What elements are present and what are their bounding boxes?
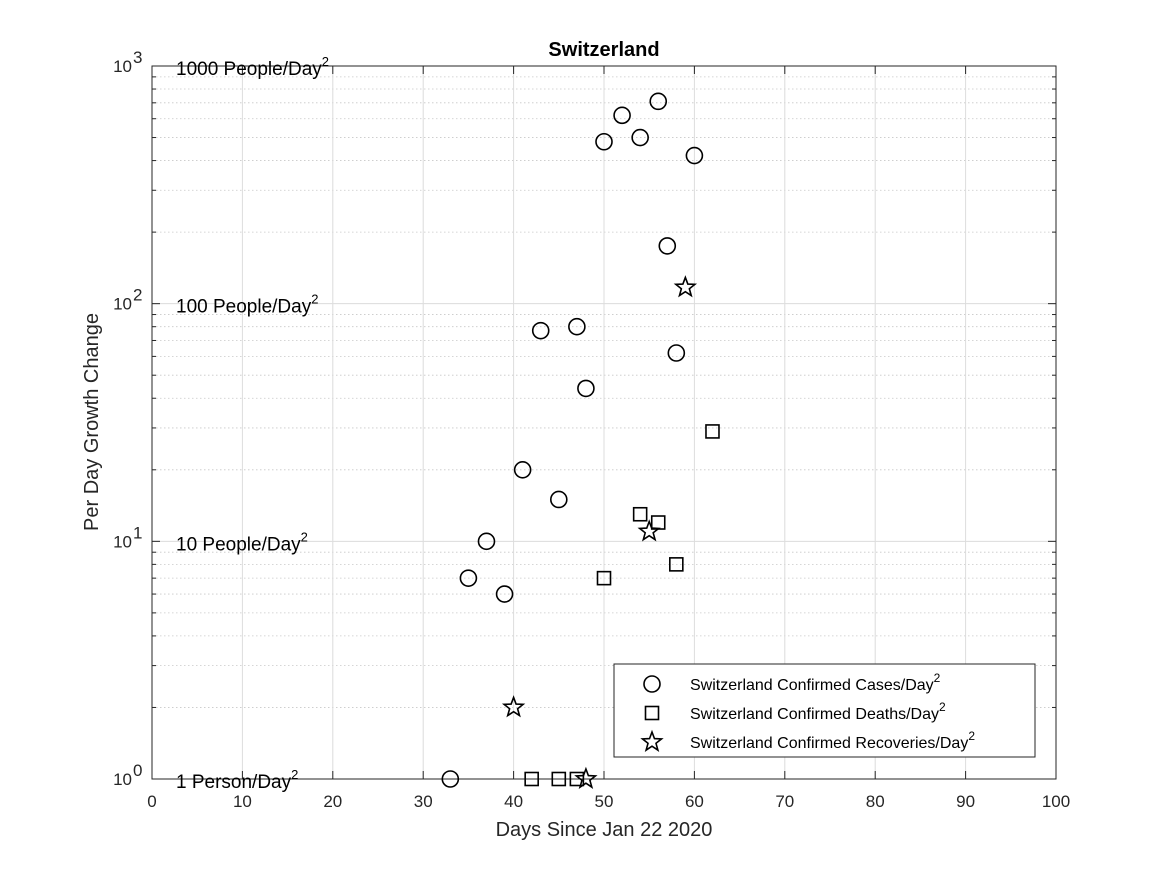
cases-point <box>577 379 595 398</box>
reference-annotation: 100 People/Day2 <box>176 292 318 318</box>
y-tick-label-exponent: 2 <box>133 286 142 305</box>
x-tick-label: 20 <box>323 792 342 811</box>
axis-ticks <box>151 65 1057 780</box>
cases-point <box>631 128 649 147</box>
cases-point <box>649 92 668 111</box>
legend-box <box>613 663 1036 758</box>
recoveries-point <box>673 275 698 298</box>
legend-square-icon <box>644 705 660 721</box>
x-tick-label: 90 <box>956 792 975 811</box>
cases-point <box>658 237 677 255</box>
x-tick-label: 10 <box>233 792 252 811</box>
legend-entry-label: Switzerland Confirmed Deaths/Day2 <box>690 700 946 723</box>
y-tick-label-exponent: 1 <box>133 523 142 542</box>
cases-point <box>595 132 613 151</box>
deaths-point <box>705 424 720 439</box>
recoveries-point <box>574 766 598 789</box>
deaths-point <box>632 506 648 522</box>
reference-annotation: 1 Person/Day2 <box>176 767 298 793</box>
cases-point <box>459 569 478 587</box>
cases-point <box>549 490 568 509</box>
x-axis-title: Days Since Jan 22 2020 <box>496 819 713 841</box>
y-tick-label: 10 <box>113 295 132 314</box>
x-tick-label: 50 <box>595 792 614 811</box>
annotations: 1000 People/Day2 100 People/Day2 10 People… <box>176 54 329 793</box>
cases-point <box>685 146 704 165</box>
x-tick-labels: 0 10 20 30 40 50 60 70 80 90 100 <box>147 792 1070 811</box>
legend: Switzerland Confirmed Cases/Day2 Switzerl… <box>613 663 1036 758</box>
cases-point <box>667 344 686 362</box>
chart-title: Switzerland <box>548 39 659 61</box>
cases-point <box>495 585 514 603</box>
cases-point <box>613 106 631 125</box>
cases-point <box>441 770 460 788</box>
legend-circle-icon <box>643 675 661 693</box>
y-tick-label-exponent: 0 <box>133 761 142 780</box>
data-marks <box>441 92 720 789</box>
deaths-point <box>524 771 539 787</box>
y-axis-title: Per Day Growth Change <box>81 313 103 531</box>
cases-point <box>513 460 532 479</box>
recoveries-point <box>501 695 526 718</box>
x-tick-label: 100 <box>1042 792 1070 811</box>
y-tick-label-exponent: 3 <box>133 48 142 67</box>
deaths-point <box>669 557 684 572</box>
x-tick-label: 40 <box>504 792 523 811</box>
y-tick-label: 10 <box>113 770 132 789</box>
reference-annotation: 10 People/Day2 <box>176 529 308 555</box>
legend-star-icon <box>640 729 664 752</box>
deaths-point <box>596 570 612 586</box>
cases-point <box>477 532 496 551</box>
cases-point <box>531 321 550 340</box>
x-tick-label: 30 <box>414 792 433 811</box>
y-tick-label: 10 <box>113 57 132 76</box>
x-tick-label: 0 <box>147 792 156 811</box>
legend-entry-label: Switzerland Confirmed Cases/Day2 <box>690 671 941 694</box>
deaths-point <box>569 771 585 787</box>
deaths-point <box>551 771 567 787</box>
y-tick-label: 10 <box>113 532 132 551</box>
x-tick-label: 60 <box>685 792 704 811</box>
reference-annotation: 1000 People/Day2 <box>176 54 329 80</box>
legend-entry-label: Switzerland Confirmed Recoveries/Day2 <box>690 729 975 752</box>
x-tick-label: 80 <box>866 792 885 811</box>
cases-point <box>568 317 586 336</box>
recoveries-point <box>637 519 661 542</box>
x-tick-label: 70 <box>775 792 794 811</box>
